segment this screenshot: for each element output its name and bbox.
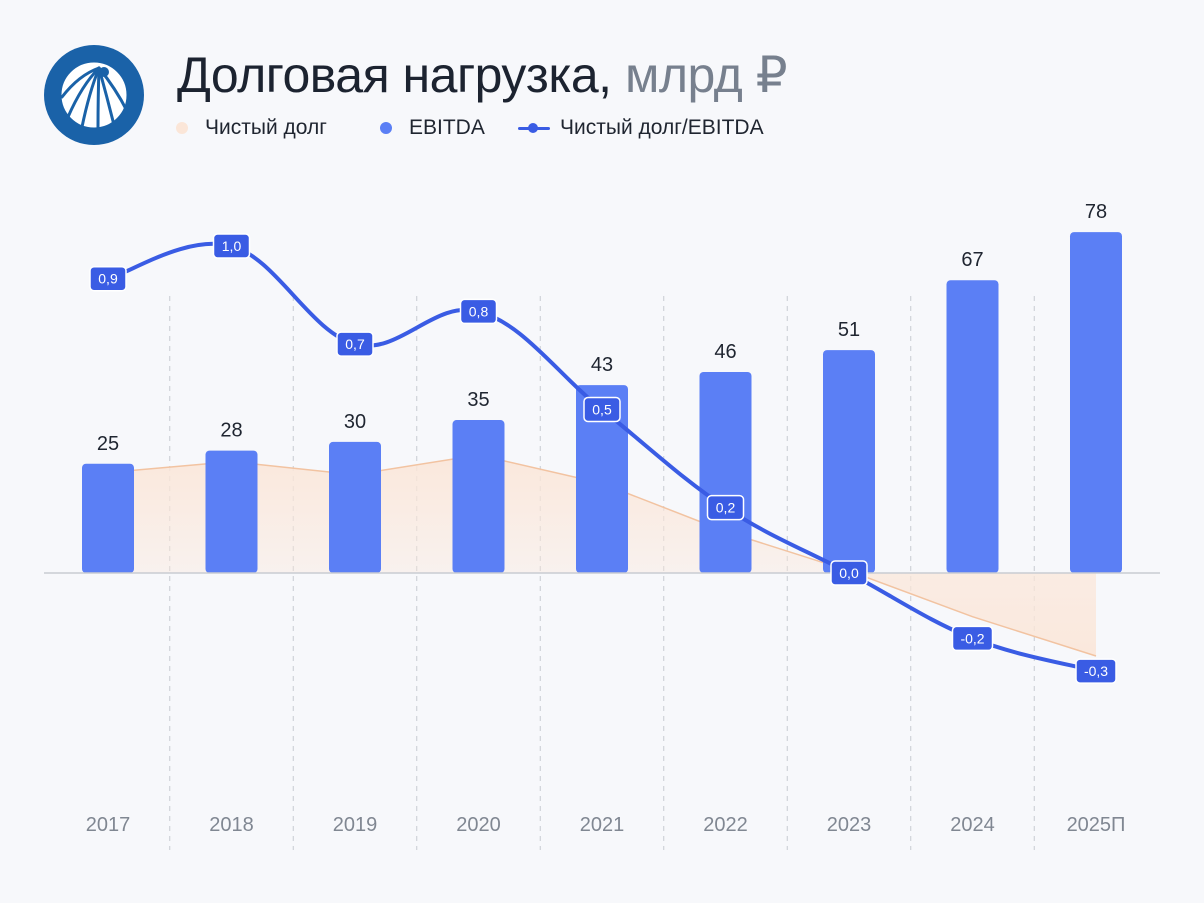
ratio-label-box xyxy=(830,560,868,586)
ratio-value-label: 0,7 xyxy=(345,336,365,352)
ratio-label-box xyxy=(89,265,127,292)
ebitda-bar xyxy=(205,450,258,573)
chart-title: Долговая нагрузка, млрд ₽ xyxy=(177,46,788,104)
ebitda-value-label: 43 xyxy=(591,354,613,376)
net-debt-area-negative xyxy=(108,573,1096,656)
legend-item-ebitda: EBITDA xyxy=(380,116,485,140)
ratio-label-box xyxy=(336,331,374,357)
x-tick-label: 2018 xyxy=(209,814,254,836)
ebitda-value-label: 51 xyxy=(838,319,860,341)
ratio-value-label: 1,0 xyxy=(222,238,242,254)
net-debt-swatch xyxy=(176,122,188,134)
ebitda-bar xyxy=(329,441,381,573)
ratio-value-label: 0,2 xyxy=(716,500,736,516)
ebitda-value-label: 46 xyxy=(714,341,736,363)
company-logo xyxy=(44,45,144,145)
ebitda-bar xyxy=(452,420,505,573)
ratio-label-box xyxy=(1075,658,1117,684)
x-tick-label: 2021 xyxy=(580,814,625,836)
ebitda-bar xyxy=(1070,232,1122,573)
ebitda-value-label: 67 xyxy=(961,249,983,271)
ebitda-bar xyxy=(823,350,875,573)
ebitda-bar xyxy=(699,371,752,573)
legend-label-ebitda: EBITDA xyxy=(409,116,485,139)
ratio-value-label: -0,2 xyxy=(960,630,984,646)
title-unit: млрд ₽ xyxy=(624,47,788,103)
legend-item-net-debt: Чистый долг xyxy=(176,116,327,140)
ratio-value-label: 0,5 xyxy=(592,402,612,418)
ratio-label-box xyxy=(706,494,745,521)
x-tick-label: 2025П xyxy=(1067,814,1126,836)
ratio-label-box xyxy=(459,298,498,325)
ebitda-swatch xyxy=(380,122,392,134)
ratio-value-label: 0,0 xyxy=(839,565,859,581)
x-tick-label: 2020 xyxy=(456,814,501,836)
x-tick-label: 2022 xyxy=(703,814,748,836)
legend-item-ratio: Чистый долг/EBITDA xyxy=(518,116,764,140)
ratio-value-label: 0,8 xyxy=(469,303,489,319)
x-tick-label: 2023 xyxy=(827,814,872,836)
ebitda-bar xyxy=(576,385,628,573)
ebitda-bar xyxy=(946,280,999,573)
ebitda-bar xyxy=(82,463,134,573)
ratio-label-box xyxy=(951,625,994,652)
x-tick-label: 2019 xyxy=(333,814,378,836)
ebitda-value-label: 35 xyxy=(467,389,489,411)
legend-label-ratio: Чистый долг/EBITDA xyxy=(560,116,764,139)
x-tick-label: 2017 xyxy=(86,814,131,836)
ratio-value-label: -0,3 xyxy=(1084,663,1108,679)
ebitda-value-label: 30 xyxy=(344,411,366,433)
x-tick-label: 2024 xyxy=(950,814,995,836)
ratio-label-box xyxy=(583,396,621,423)
legend-label-net-debt: Чистый долг xyxy=(205,116,327,139)
ebitda-value-label: 78 xyxy=(1085,201,1107,223)
ebitda-value-label: 25 xyxy=(97,433,119,455)
ratio-value-label: 0,9 xyxy=(98,271,118,287)
title-main: Долговая нагрузка, xyxy=(177,47,612,103)
ratio-label-box xyxy=(212,233,251,259)
ebitda-value-label: 28 xyxy=(220,420,242,442)
ratio-swatch xyxy=(518,122,550,134)
